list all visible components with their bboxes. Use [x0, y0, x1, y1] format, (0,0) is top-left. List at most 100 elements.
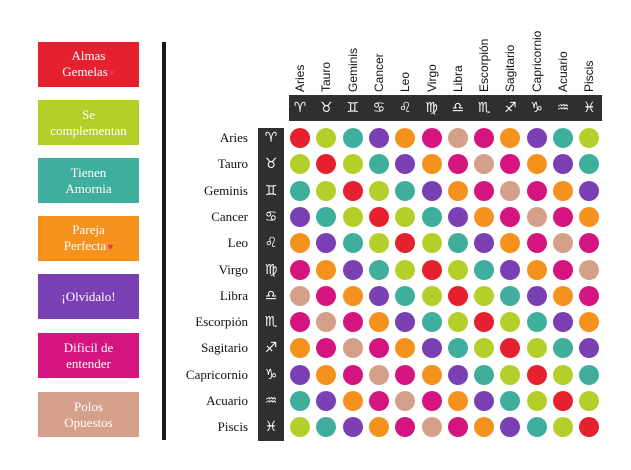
compatibility-dot: [526, 417, 547, 438]
compatibility-dot: [290, 180, 310, 201]
zodiac-symbol-icon: ♐: [504, 100, 517, 116]
legend-label-line2: Opuestos: [64, 414, 113, 430]
compatibility-dot: [368, 128, 389, 148]
compatibility-dot: [342, 364, 363, 385]
compatibility-dot: [395, 338, 416, 359]
compatibility-dot: [316, 285, 337, 306]
column-label: Capricornio: [529, 30, 544, 92]
compatibility-dot: [474, 285, 495, 306]
compatibility-dot: [500, 154, 521, 175]
compatibility-dot: [474, 233, 495, 254]
compatibility-dot: [474, 128, 495, 148]
compatibility-dot: [579, 285, 600, 306]
compatibility-dot: [526, 180, 547, 201]
compatibility-dot: [579, 391, 600, 411]
zodiac-symbol-icon: ♎: [264, 287, 278, 304]
zodiac-symbol-icon: ♌: [264, 235, 278, 252]
compatibility-dot: [342, 180, 363, 201]
zodiac-symbol-icon: ♈: [293, 100, 307, 116]
compatibility-dot: [368, 154, 389, 175]
compatibility-dot: [368, 338, 389, 359]
compatibility-dot: [395, 233, 416, 254]
compatibility-dot: [316, 154, 337, 175]
zodiac-symbol-icon: ♑: [530, 100, 543, 116]
row-label: Capricornio: [185, 366, 248, 382]
zodiac-symbol-icon: ♊: [264, 182, 278, 199]
zodiac-symbol-icon: ♍: [425, 100, 438, 116]
compatibility-dot: [474, 180, 495, 201]
compatibility-dot: [316, 417, 337, 438]
row-label: Cancer: [211, 208, 248, 224]
column-label: Tauro: [319, 61, 334, 92]
column-label: Aries: [293, 64, 307, 92]
compatibility-dot: [421, 312, 442, 333]
compatibility-dot: [474, 417, 495, 438]
compatibility-dot: [342, 259, 363, 280]
compatibility-dot: [526, 312, 547, 333]
compatibility-dot: [421, 206, 442, 227]
zodiac-symbol-icon: ♉: [264, 156, 278, 173]
legend-item: Dificil de entender: [38, 333, 139, 378]
column-label: Cancer: [371, 53, 386, 92]
compatibility-dot: [579, 259, 600, 280]
zodiac-symbol-icon: ♋: [372, 100, 386, 116]
legend-label-line2: Perfecta♥: [63, 237, 114, 253]
legend-label-line2: Gemelas♥: [62, 63, 115, 79]
compatibility-dot: [421, 285, 442, 306]
compatibility-dot: [526, 364, 547, 385]
zodiac-symbol-icon: ♓: [583, 100, 596, 116]
row-label: Escorpión: [195, 314, 248, 330]
row-label: Piscis: [217, 419, 248, 435]
column-label: Acuario: [556, 51, 570, 92]
compatibility-dot: [342, 154, 363, 175]
compatibility-dot: [316, 312, 337, 333]
divider-line: [162, 42, 166, 440]
compatibility-dot: [553, 338, 573, 359]
compatibility-dot: [526, 391, 547, 411]
compatibility-dot: [553, 154, 573, 175]
compatibility-dot: [368, 180, 389, 201]
compatibility-dot: [553, 417, 573, 438]
compatibility-dot: [395, 180, 416, 201]
compatibility-dot: [447, 154, 468, 175]
legend-item: Se complementan: [38, 100, 139, 145]
compatibility-dot: [474, 312, 495, 333]
legend-label-line2: entender: [66, 355, 111, 371]
compatibility-dot: [579, 364, 600, 385]
compatibility-dot: [447, 285, 468, 306]
compatibility-dot: [553, 206, 573, 227]
column-symbol-bar: [289, 95, 602, 121]
compatibility-dot: [579, 312, 600, 333]
compatibility-dot: [342, 338, 363, 359]
compatibility-dot: [500, 180, 521, 201]
compatibility-dot: [500, 128, 521, 148]
compatibility-dot: [316, 180, 337, 201]
compatibility-dot: [474, 364, 495, 385]
compatibility-dot: [316, 364, 337, 385]
compatibility-dot: [395, 285, 416, 306]
heart-icon: ♥: [107, 241, 114, 253]
legend-label-line1: ¡Olvidalo!: [61, 288, 116, 304]
compatibility-dot: [447, 417, 468, 438]
compatibility-dot: [421, 259, 442, 280]
compatibility-dot: [579, 206, 600, 227]
zodiac-symbol-icon: ♊: [346, 100, 359, 116]
compatibility-dot: [500, 206, 521, 227]
row-label: Geminis: [203, 182, 248, 198]
row-label: Tauro: [217, 156, 248, 172]
legend-item: Polos Opuestos: [38, 392, 139, 437]
zodiac-symbol-icon: ♒: [264, 393, 278, 409]
compatibility-dot: [553, 364, 573, 385]
row-label: Libra: [219, 287, 248, 303]
compatibility-dot: [290, 417, 310, 438]
compatibility-dot: [500, 312, 521, 333]
compatibility-dot: [526, 233, 547, 254]
zodiac-symbol-icon: ♉: [320, 100, 333, 116]
compatibility-dot: [553, 285, 573, 306]
row-symbol-bar: [258, 128, 284, 441]
compatibility-dot: [579, 338, 600, 359]
zodiac-symbol-icon: ♎: [451, 100, 465, 116]
compatibility-dot: [395, 417, 416, 438]
compatibility-dot: [447, 259, 468, 280]
compatibility-dot: [421, 417, 442, 438]
